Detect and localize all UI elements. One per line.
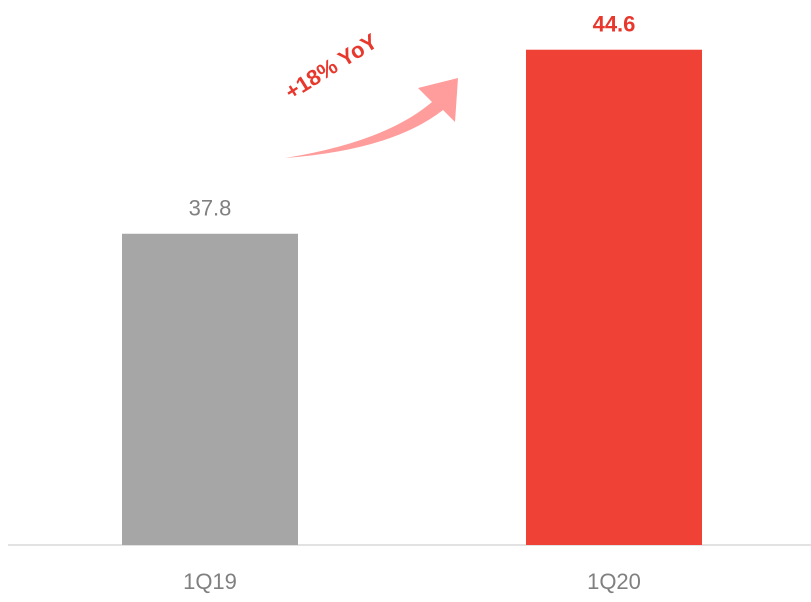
x-tick-label: 1Q19 <box>183 569 237 594</box>
data-label: 37.8 <box>189 196 232 221</box>
data-label: 44.6 <box>593 12 636 37</box>
bar <box>526 49 702 545</box>
growth-arrow <box>285 78 458 158</box>
annotation: +18% YoY <box>280 28 382 104</box>
bar <box>122 233 298 545</box>
x-tick-label: 1Q20 <box>587 569 641 594</box>
